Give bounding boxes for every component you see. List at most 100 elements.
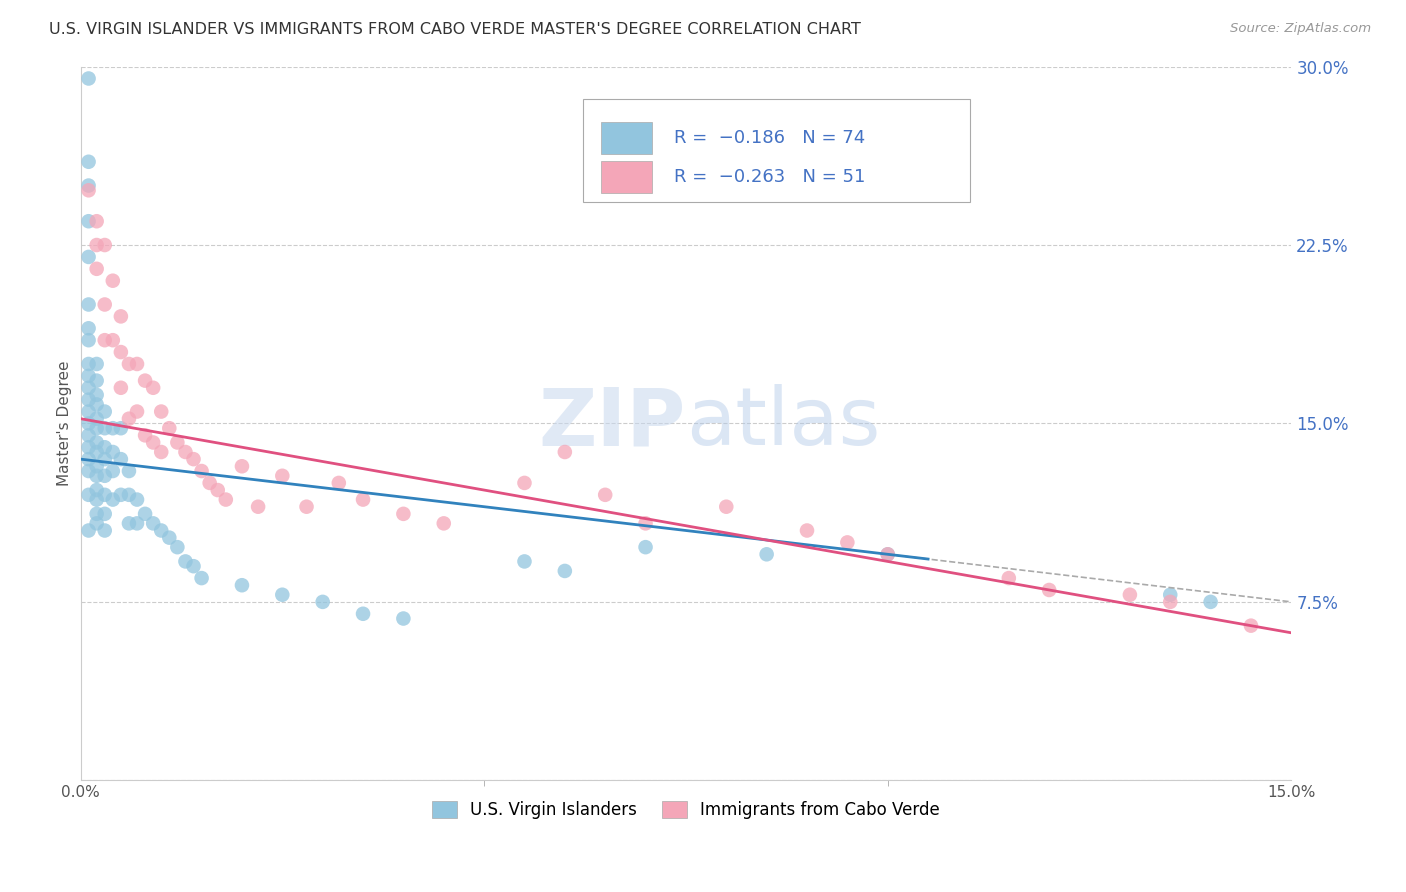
Point [93,507,115,521]
Point [157,531,180,545]
Point [271,468,294,483]
Point [157,421,180,435]
Text: ZIP: ZIP [538,384,686,462]
Point [998,571,1021,585]
Point [77,524,100,538]
Point [150,404,173,418]
Point [513,554,536,568]
Point [86,516,108,531]
Point [93,238,115,252]
Point [86,411,108,425]
Point [77,250,100,264]
Point [77,452,100,467]
Point [215,492,238,507]
Point [166,435,188,450]
Point [110,310,132,324]
Text: U.S. VIRGIN ISLANDER VS IMMIGRANTS FROM CABO VERDE MASTER'S DEGREE CORRELATION C: U.S. VIRGIN ISLANDER VS IMMIGRANTS FROM … [49,22,860,37]
Point [1038,582,1060,597]
Point [93,333,115,347]
Point [110,488,132,502]
Point [86,468,108,483]
Point [174,554,197,568]
Point [77,297,100,311]
Point [86,483,108,497]
Text: R =  −0.186   N = 74: R = −0.186 N = 74 [673,129,865,147]
Text: Source: ZipAtlas.com: Source: ZipAtlas.com [1230,22,1371,36]
Point [295,500,318,514]
Point [110,345,132,359]
Point [134,428,156,442]
Point [86,435,108,450]
Point [231,459,253,474]
Point [77,417,100,431]
Point [198,475,221,490]
Point [77,464,100,478]
Point [125,357,148,371]
Point [86,214,108,228]
Point [142,435,165,450]
FancyBboxPatch shape [583,99,970,202]
Point [352,607,374,621]
Point [77,71,100,86]
Point [837,535,859,549]
Point [101,274,124,288]
Point [77,321,100,335]
Point [125,492,148,507]
Point [86,388,108,402]
Point [755,547,778,561]
Point [86,374,108,388]
Point [352,492,374,507]
Point [77,428,100,442]
Point [77,488,100,502]
Point [86,445,108,459]
Point [433,516,456,531]
Point [77,214,100,228]
Point [876,547,898,561]
Text: R =  −0.263   N = 51: R = −0.263 N = 51 [673,169,865,186]
Point [101,421,124,435]
Point [190,571,212,585]
Point [392,611,415,625]
Point [183,452,205,467]
Point [231,578,253,592]
Text: atlas: atlas [686,384,880,462]
Point [634,516,657,531]
Point [77,183,100,197]
Point [174,445,197,459]
Point [513,475,536,490]
Point [1159,595,1181,609]
Point [101,333,124,347]
Point [86,459,108,474]
Point [93,524,115,538]
Point [150,524,173,538]
Point [101,492,124,507]
Point [125,404,148,418]
Point [247,500,270,514]
Point [634,540,657,554]
Point [1199,595,1222,609]
Point [77,368,100,383]
Point [271,588,294,602]
Point [118,488,141,502]
Point [86,492,108,507]
Point [183,559,205,574]
Point [312,595,335,609]
Y-axis label: Master's Degree: Master's Degree [58,360,72,486]
Point [86,238,108,252]
Point [110,452,132,467]
Point [77,178,100,193]
Point [93,468,115,483]
Point [93,421,115,435]
Bar [602,122,652,154]
Point [118,357,141,371]
Point [101,445,124,459]
Point [77,381,100,395]
Point [1159,588,1181,602]
Point [86,421,108,435]
Point [118,516,141,531]
Point [190,464,212,478]
Point [134,507,156,521]
Point [207,483,229,497]
Point [93,488,115,502]
Point [93,297,115,311]
